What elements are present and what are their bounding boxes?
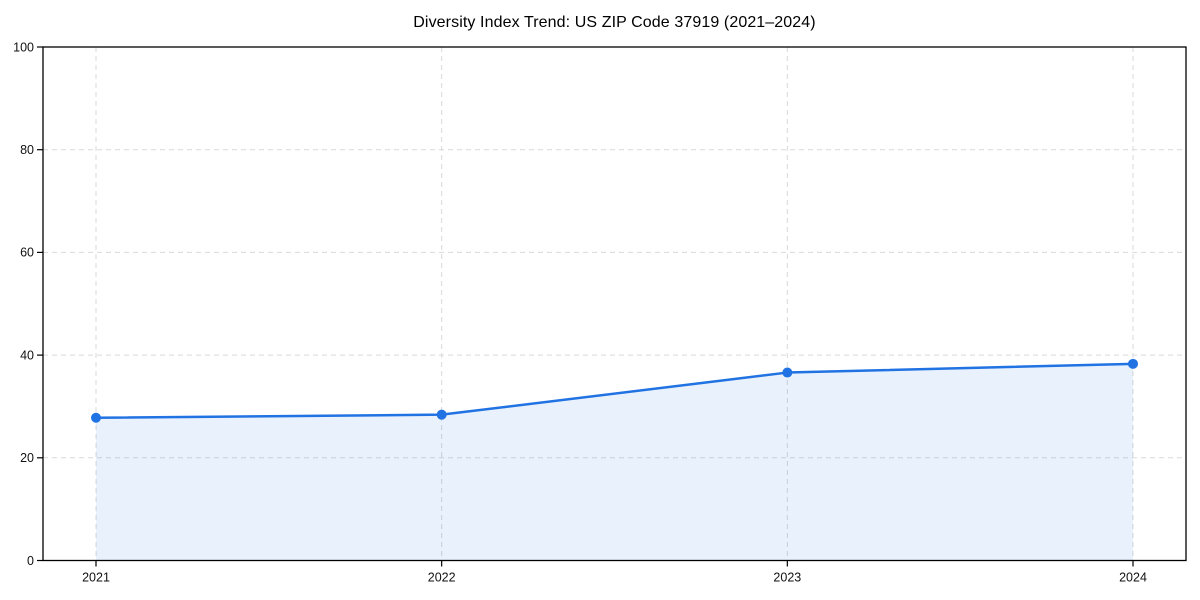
y-axis-tick-label: 40 [20, 348, 34, 362]
x-axis-tick-label: 2022 [428, 571, 456, 585]
area-fill [96, 363, 1133, 561]
y-axis-tick-label: 20 [20, 451, 34, 465]
data-point-2024 [1128, 358, 1138, 369]
chart-title: Diversity Index Trend: US ZIP Code 37919… [413, 14, 816, 31]
y-axis-tick-label: 100 [13, 40, 34, 54]
y-axis-tick-label: 60 [20, 246, 34, 260]
x-axis-tick-label: 2021 [82, 571, 110, 585]
plot-border [42, 46, 1187, 562]
data-point-2023 [782, 367, 793, 378]
y-axis-tick-label: 0 [27, 554, 34, 568]
x-axis-tick-label: 2023 [773, 571, 801, 585]
data-point-2021 [91, 412, 101, 423]
trend-line [94, 362, 1135, 419]
data-point-2022 [436, 409, 447, 420]
x-axis-tick-label: 2024 [1119, 571, 1147, 585]
y-axis-tick-label: 80 [20, 143, 34, 157]
